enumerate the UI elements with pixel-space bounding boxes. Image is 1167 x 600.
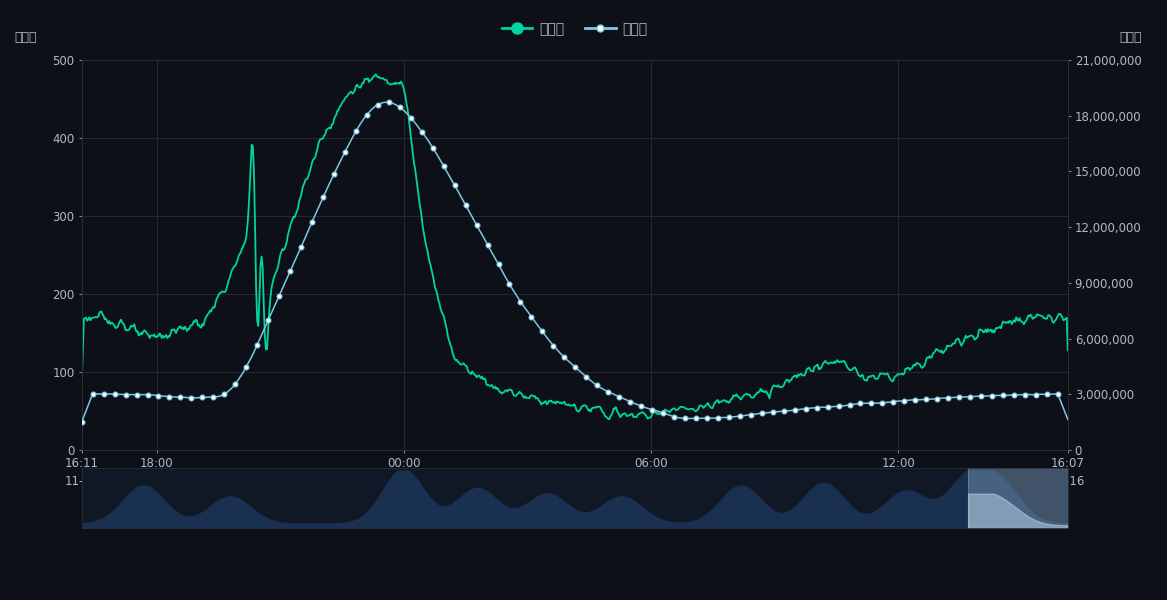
Bar [967,468,1068,528]
Text: 总人气: 总人气 [1119,31,1141,44]
Legend: 直播中, 总人气: 直播中, 总人气 [496,16,654,41]
Text: 直播中: 直播中 [15,31,37,44]
